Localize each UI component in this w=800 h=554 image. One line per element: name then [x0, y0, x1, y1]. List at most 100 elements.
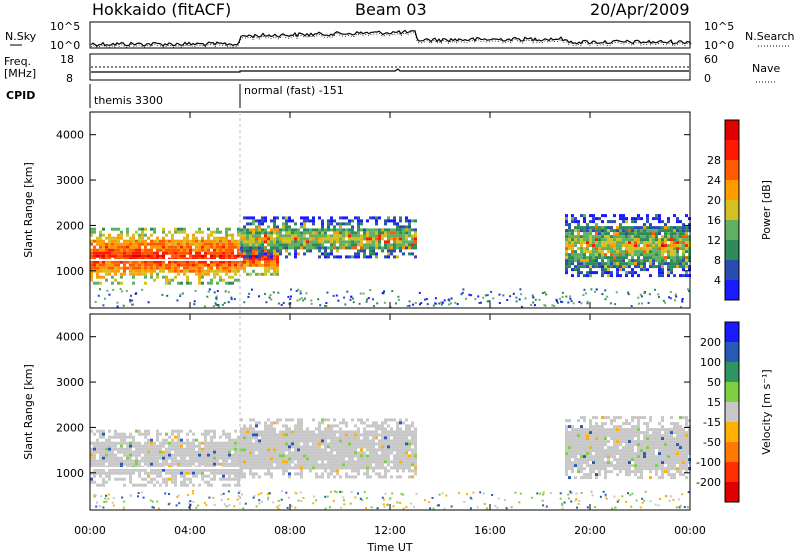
heatmap-cell — [339, 454, 342, 458]
heatmap-cell — [363, 460, 366, 464]
heatmap-cell — [565, 467, 568, 471]
heatmap-cell — [153, 227, 156, 231]
heatmap-cell — [288, 442, 291, 446]
heatmap-cell — [580, 262, 583, 266]
heatmap-cell — [399, 225, 402, 229]
heatmap-cell — [628, 226, 631, 230]
heatmap-cell — [189, 500, 192, 502]
colorbar-tick-label: -15 — [703, 416, 721, 429]
heatmap-cell — [318, 442, 321, 446]
heatmap-cell — [144, 468, 147, 472]
heatmap-cell — [266, 493, 269, 496]
heatmap-cell — [357, 430, 360, 434]
heatmap-cell — [363, 231, 366, 235]
heatmap-cell — [181, 292, 184, 295]
heatmap-cell — [171, 239, 174, 243]
heatmap-cell — [231, 453, 234, 457]
heatmap-cell — [670, 434, 673, 438]
heatmap-cell — [568, 425, 571, 429]
heatmap-cell — [261, 466, 264, 470]
heatmap-cell — [279, 240, 282, 244]
heatmap-cell — [324, 427, 327, 431]
heatmap-cell — [225, 272, 228, 276]
heatmap-cell — [616, 265, 619, 269]
station-title: Hokkaido (fitACF) — [92, 0, 231, 19]
heatmap-cell — [678, 506, 681, 509]
heatmap-cell — [252, 243, 255, 247]
heatmap-cell — [186, 260, 189, 264]
heatmap-cell — [288, 448, 291, 452]
heatmap-cell — [207, 483, 210, 487]
heatmap-cell — [153, 260, 156, 264]
noise-tick-low-left: 10^0 — [50, 39, 80, 52]
heatmap-cell — [249, 460, 252, 464]
colorbar-tick-label: -50 — [703, 436, 721, 449]
heatmap-cell — [598, 455, 601, 459]
heatmap-cell — [670, 235, 673, 239]
heatmap-cell — [108, 251, 111, 255]
heatmap-cell — [646, 232, 649, 236]
heatmap-cell — [673, 461, 676, 465]
heatmap-cell — [637, 262, 640, 266]
heatmap-cell — [215, 297, 218, 300]
heatmap-cell — [111, 450, 114, 454]
heatmap-cell — [280, 498, 283, 501]
heatmap-cell — [682, 247, 685, 251]
heatmap-cell — [339, 490, 342, 493]
heatmap-cell — [534, 298, 537, 301]
heatmap-cell — [189, 251, 192, 255]
heatmap-cell — [583, 458, 586, 462]
heatmap-cell — [288, 252, 291, 256]
heatmap-cell — [213, 444, 216, 448]
heatmap-cell — [393, 466, 396, 470]
heatmap-cell — [498, 293, 501, 296]
heatmap-cell — [207, 242, 210, 246]
heatmap-cell — [333, 445, 336, 449]
heatmap-cell — [661, 416, 664, 420]
heatmap-cell — [327, 472, 330, 476]
heatmap-cell — [315, 243, 318, 247]
heatmap-cell — [661, 229, 664, 233]
heatmap-cell — [631, 434, 634, 438]
heatmap-cell — [649, 452, 652, 456]
heatmap-cell — [450, 297, 453, 300]
heatmap-cell — [658, 247, 661, 251]
heatmap-cell — [384, 475, 387, 479]
heatmap-cell — [589, 256, 592, 260]
heatmap-cell — [565, 250, 568, 254]
heatmap-cell — [135, 483, 138, 487]
heatmap-cell — [384, 460, 387, 464]
heatmap-cell — [565, 473, 568, 477]
heatmap-cell — [153, 251, 156, 255]
heatmap-cell — [141, 254, 144, 258]
heatmap-cell — [577, 235, 580, 239]
heatmap-cell — [333, 219, 336, 223]
heatmap-cell — [183, 248, 186, 252]
heatmap-cell — [225, 477, 228, 481]
heatmap-cell — [655, 265, 658, 269]
heatmap-cell — [114, 263, 117, 267]
heatmap-cell — [327, 222, 330, 226]
heatmap-cell — [610, 262, 613, 266]
heatmap-cell — [270, 475, 273, 479]
heatmap-cell — [372, 240, 375, 244]
heatmap-cell — [105, 269, 108, 273]
heatmap-cell — [93, 239, 96, 243]
heatmap-cell — [189, 477, 192, 481]
heatmap-cell — [586, 461, 589, 465]
heatmap-cell — [622, 461, 625, 465]
heatmap-cell — [114, 444, 117, 448]
heatmap-cell — [649, 274, 652, 278]
heatmap-cell — [150, 266, 153, 270]
heatmap-cell — [676, 458, 679, 462]
heatmap-cell — [282, 228, 285, 232]
heatmap-cell — [333, 463, 336, 467]
heatmap-cell — [111, 227, 114, 231]
heatmap-cell — [640, 440, 643, 444]
heatmap-cell — [569, 295, 572, 298]
heatmap-cell — [664, 434, 667, 438]
heatmap-cell — [306, 216, 309, 220]
heatmap-cell — [96, 260, 99, 264]
heatmap-cell — [399, 216, 402, 220]
